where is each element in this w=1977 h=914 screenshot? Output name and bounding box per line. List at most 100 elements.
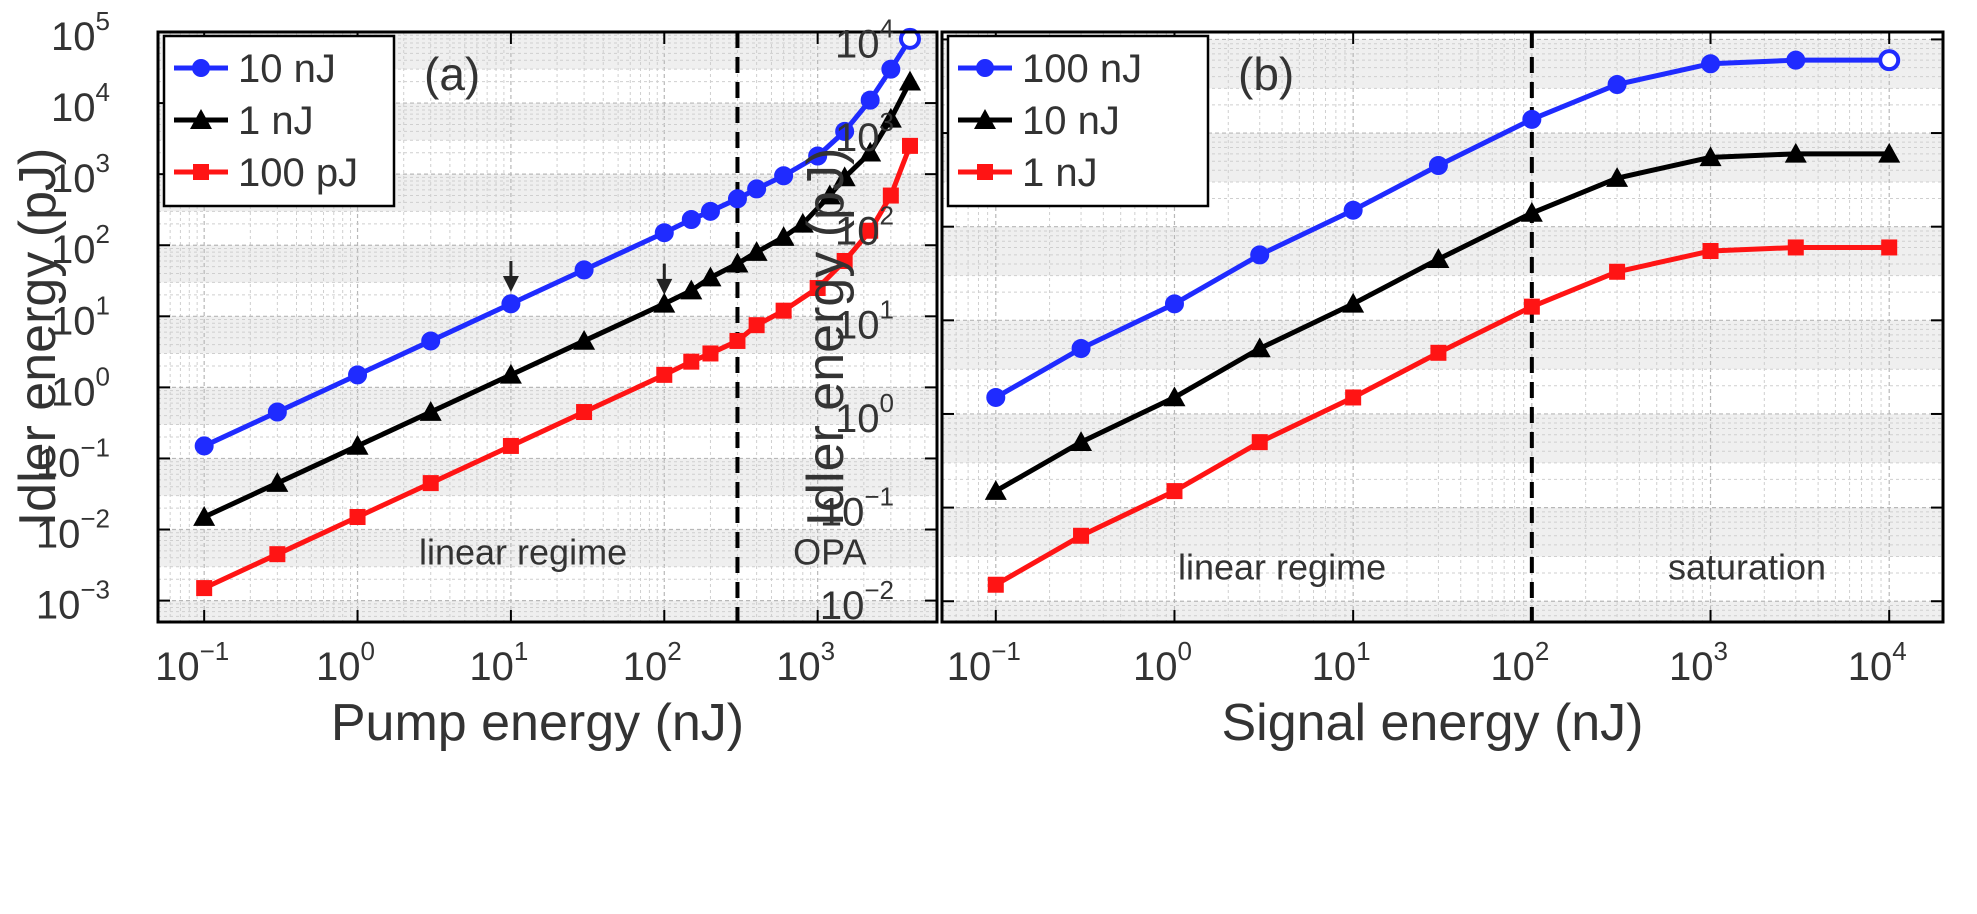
data-point (683, 354, 699, 370)
data-point (1166, 483, 1182, 499)
x-axis-title: Pump energy (nJ) (331, 694, 744, 752)
x-axis-title: Signal energy (nJ) (1222, 694, 1644, 752)
tick-base: 10 (51, 15, 96, 59)
tick-base: 10 (947, 645, 992, 689)
legend-label: 1 nJ (238, 99, 314, 143)
tick-base: 10 (1312, 645, 1357, 689)
legend-label: 1 nJ (1022, 151, 1098, 195)
tick-exponent: 0 (880, 388, 894, 418)
y-tick-label: 10−3 (36, 575, 110, 628)
data-point (987, 388, 1005, 406)
data-point (1702, 55, 1720, 73)
legend-label: 100 pJ (238, 151, 358, 195)
data-point (269, 546, 285, 562)
data-point (1165, 295, 1183, 313)
tick-exponent: 1 (96, 290, 110, 320)
data-point (195, 437, 213, 455)
tick-exponent: 3 (880, 107, 894, 137)
data-point (729, 333, 745, 349)
tick-base: 10 (51, 86, 96, 130)
x-tick-label: 100 (316, 636, 375, 689)
x-tick-label: 103 (776, 636, 835, 689)
tick-exponent: −1 (200, 636, 230, 666)
legend: 10 nJ 1 nJ 100 pJ (164, 36, 394, 206)
data-point (1429, 157, 1447, 175)
data-point (575, 261, 593, 279)
tick-exponent: −1 (864, 482, 894, 512)
tick-base: 10 (820, 584, 865, 628)
tick-exponent: −1 (80, 432, 110, 462)
legend-label: 10 nJ (238, 47, 336, 91)
data-point (268, 403, 286, 421)
data-point (196, 580, 212, 596)
y-axis-title: Idler energy (pJ) (797, 148, 855, 527)
data-point (576, 404, 592, 420)
tick-exponent: 1 (514, 636, 528, 666)
data-point (1787, 51, 1805, 69)
y-tick-label: 105 (51, 6, 110, 59)
tick-exponent: −1 (991, 636, 1021, 666)
data-point (1703, 243, 1719, 259)
data-point (775, 167, 793, 185)
grid-band (942, 601, 1943, 622)
data-point (503, 438, 519, 454)
tick-exponent: 4 (1892, 636, 1906, 666)
data-point (1344, 201, 1362, 219)
data-point (655, 224, 673, 242)
legend: 100 nJ 10 nJ 1 nJ (948, 36, 1208, 206)
data-point (502, 295, 520, 313)
tick-base: 10 (36, 584, 81, 628)
annotation-regime-2: saturation (1668, 547, 1826, 588)
data-point (1073, 528, 1089, 544)
tick-exponent: 0 (361, 636, 375, 666)
data-point (701, 202, 719, 220)
data-point (988, 577, 1004, 593)
x-tick-label: 10−1 (947, 636, 1021, 689)
tick-base: 10 (469, 645, 514, 689)
data-point (422, 332, 440, 350)
tick-base: 10 (776, 645, 821, 689)
tick-base: 10 (1848, 645, 1893, 689)
legend-marker-icon (977, 164, 993, 180)
data-point (682, 211, 700, 229)
data-point (1524, 299, 1540, 315)
y-axis-title: Idler energy (pJ) (9, 148, 67, 527)
data-point (349, 366, 367, 384)
x-tick-label: 103 (1669, 636, 1728, 689)
figure: linear regime OPA10−1 100 101 102 10310−310−2… (0, 0, 1977, 914)
data-point (1608, 75, 1626, 93)
data-point (1252, 434, 1268, 450)
x-tick-label: 101 (469, 636, 528, 689)
tick-exponent: 5 (96, 6, 110, 36)
data-point (728, 190, 746, 208)
data-point (1881, 239, 1897, 255)
y-tick-label: 104 (51, 77, 110, 130)
tick-exponent: 2 (667, 636, 681, 666)
x-tick-label: 102 (1490, 636, 1549, 689)
x-tick-label: 101 (1312, 636, 1371, 689)
tick-base: 10 (623, 645, 668, 689)
tick-exponent: 4 (96, 77, 110, 107)
data-point (902, 138, 918, 154)
data-point (1251, 246, 1269, 264)
data-point (1345, 389, 1361, 405)
data-point (1609, 264, 1625, 280)
panel-label: (b) (1238, 48, 1294, 100)
annotation-linear-regime: linear regime (419, 532, 627, 573)
data-point (1430, 345, 1446, 361)
data-point (1523, 110, 1541, 128)
tick-base: 10 (316, 645, 361, 689)
tick-exponent: 1 (1356, 636, 1370, 666)
tick-exponent: 2 (96, 219, 110, 249)
tick-exponent: 0 (96, 361, 110, 391)
annotation-regime-2: OPA (793, 532, 866, 573)
tick-exponent: 2 (880, 201, 894, 231)
tick-base: 10 (155, 645, 200, 689)
x-tick-label: 10−1 (155, 636, 229, 689)
data-point (882, 60, 900, 78)
data-point (656, 367, 672, 383)
tick-exponent: 3 (96, 148, 110, 178)
legend-marker-icon (192, 59, 210, 77)
data-point (749, 317, 765, 333)
tick-base: 10 (1490, 645, 1535, 689)
